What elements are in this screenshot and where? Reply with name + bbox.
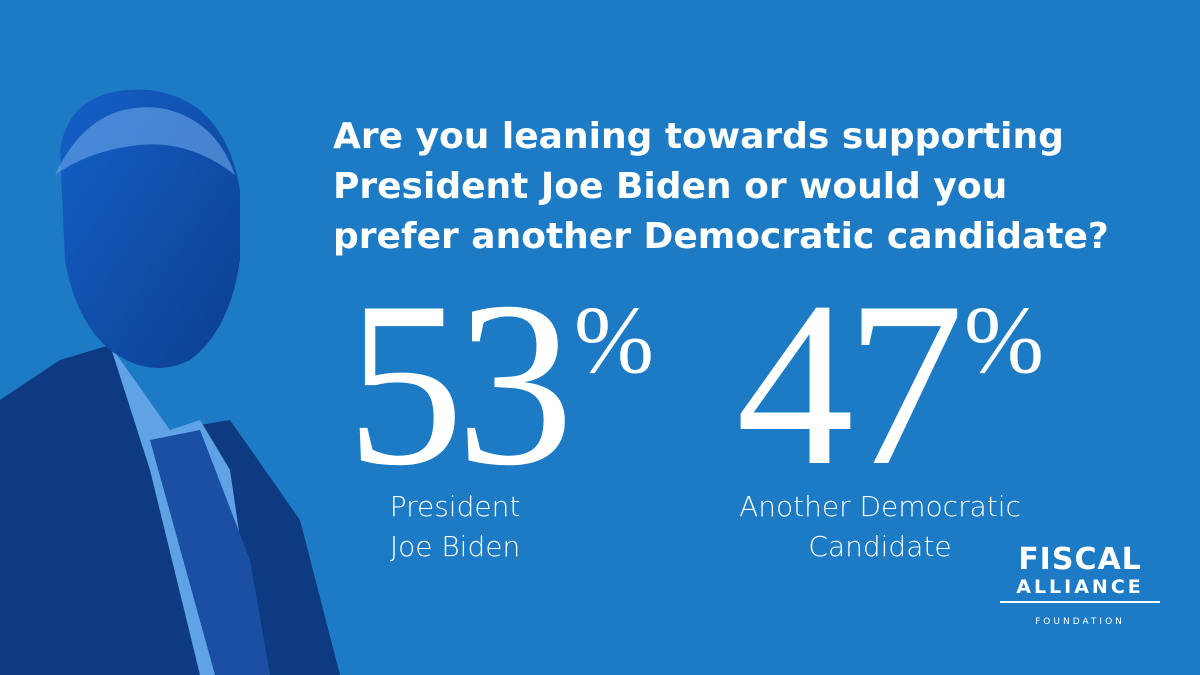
question: Are you leaning towards supporting Presi… [333, 112, 1109, 262]
logo-text: FISCAL [1018, 542, 1142, 577]
question-line: President Joe Biden or would you [333, 166, 1008, 207]
portrait [0, 89, 340, 675]
label-line: Another Democratic [739, 490, 1021, 523]
result-figure: 53 % [300, 254, 700, 515]
result: 53 % President Joe Biden [300, 254, 700, 567]
result-figure: 47 % [690, 254, 1090, 515]
label-line: Joe Biden [389, 530, 521, 563]
logo-text: FOUNDATION [1035, 617, 1125, 627]
question-line: prefer another Democratic candidate? [333, 216, 1109, 257]
result-label: President Joe Biden [300, 487, 610, 567]
question-line: Are you leaning towards supporting [333, 116, 1064, 157]
logo: FISCAL ALLIANCE FOUNDATION [1000, 545, 1160, 627]
result-unit: % [574, 286, 654, 393]
tie [150, 430, 270, 675]
result: 47 % Another Democratic Candidate [690, 254, 1090, 567]
logo-text: ALLIANCE [1000, 575, 1160, 603]
label-line: President [389, 490, 521, 523]
result-unit: % [964, 286, 1044, 393]
result-number: 53 [346, 254, 574, 515]
label-line: Candidate [808, 530, 952, 563]
head [60, 89, 240, 369]
result-label: Another Democratic Candidate [690, 487, 1070, 567]
hair [55, 107, 235, 175]
result-number: 47 [736, 254, 964, 515]
